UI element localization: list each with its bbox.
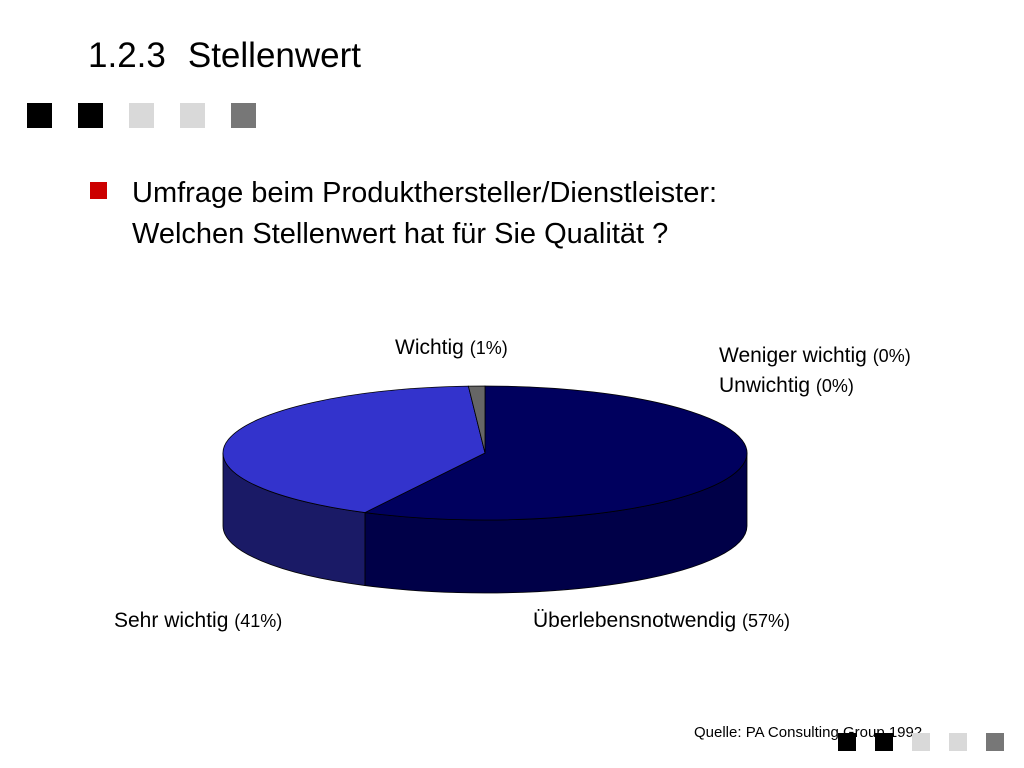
deco-square xyxy=(78,103,103,128)
label-wichtig: Wichtig (1%) xyxy=(395,336,508,359)
label-weniger-wichtig: Weniger wichtig (0%) xyxy=(719,344,911,367)
deco-square xyxy=(838,733,856,751)
label-unwichtig: Unwichtig (0%) xyxy=(719,374,854,397)
decorative-squares-top xyxy=(27,103,282,128)
label-sehr-wichtig: Sehr wichtig (41%) xyxy=(114,609,283,632)
pie-slice-wichtig xyxy=(467,385,486,454)
pie-slice-sehr-wichtig xyxy=(222,385,486,513)
label-ueberlebensnotwendig: Überlebensnotwendig (57%) xyxy=(533,609,790,632)
deco-square xyxy=(875,733,893,751)
bullet-text: Umfrage beim Produkthersteller/Dienstlei… xyxy=(132,173,990,255)
source-note: Quelle: PA Consulting Group 1992 xyxy=(694,724,923,741)
deco-square xyxy=(27,103,52,128)
pie-tops xyxy=(222,385,748,521)
title-text: Stellenwert xyxy=(187,36,361,75)
pie-slice--berlebensnotwendig xyxy=(363,385,748,521)
decorative-squares-bottom xyxy=(838,733,1023,751)
section-number: 1.2.3 xyxy=(88,36,166,75)
deco-square xyxy=(180,103,205,128)
bullet-line-1: Umfrage beim Produkthersteller/Dienstlei… xyxy=(132,177,718,209)
bullet-line-2: Welchen Stellenwert hat für Sie Qualität… xyxy=(132,218,669,250)
deco-square xyxy=(986,733,1004,751)
deco-square xyxy=(949,733,967,751)
bullet-point: Umfrage beim Produkthersteller/Dienstlei… xyxy=(90,173,990,255)
deco-square xyxy=(912,733,930,751)
slide-title: 1.2.3 Stellenwert xyxy=(88,36,361,76)
pie-sides xyxy=(222,452,748,594)
deco-square xyxy=(129,103,154,128)
bullet-square-icon xyxy=(90,182,107,199)
deco-square xyxy=(231,103,256,128)
